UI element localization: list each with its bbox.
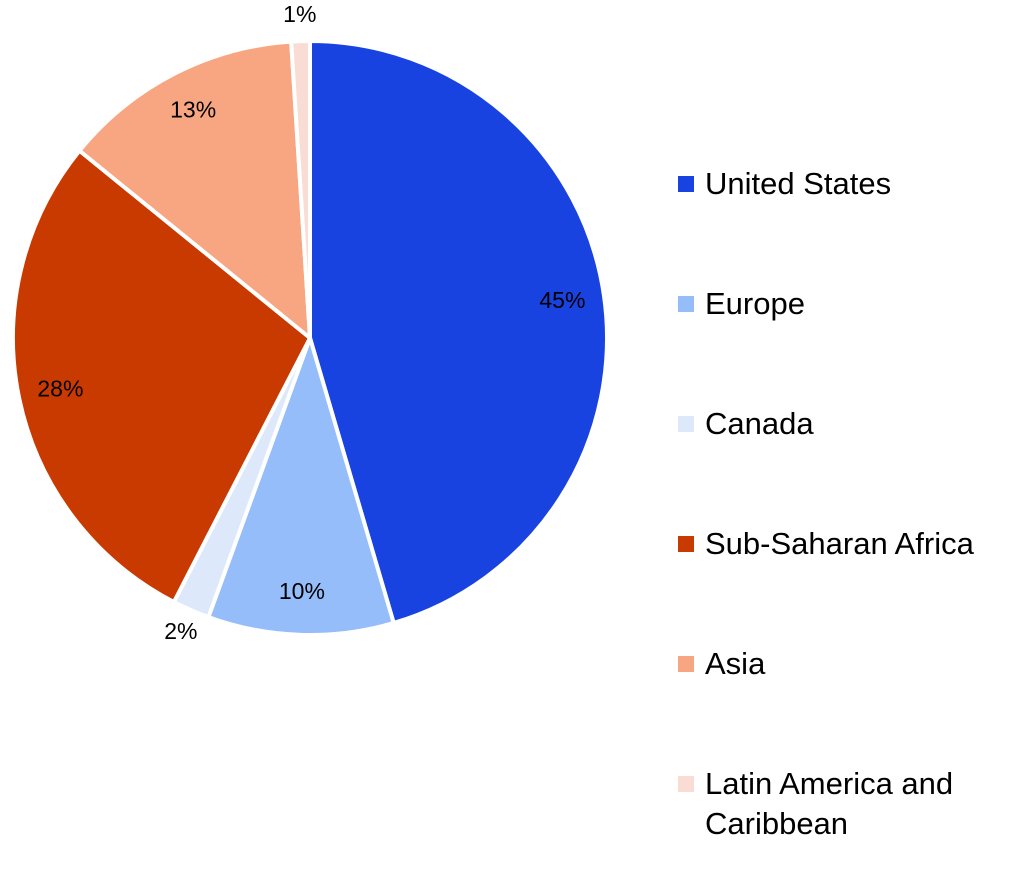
data-label: 1% <box>283 1 316 27</box>
legend-swatch <box>678 656 694 672</box>
legend-swatch <box>678 296 694 312</box>
legend-label: Europe <box>705 286 805 321</box>
legend-label: Canada <box>705 406 814 441</box>
data-label: 2% <box>164 618 197 644</box>
legend-item: Europe <box>678 284 1008 324</box>
legend-item: United States <box>678 164 1008 204</box>
legend-swatch <box>678 416 694 432</box>
legend-item: Asia <box>678 644 1008 684</box>
legend-label: Asia <box>705 646 766 681</box>
data-label: 28% <box>37 375 83 401</box>
pie-slice <box>11 148 312 604</box>
pie-slice <box>308 39 609 625</box>
legend-swatch <box>678 776 694 792</box>
pie-slice <box>289 39 312 340</box>
legend-label: Latin America and Caribbean <box>705 766 954 841</box>
data-label: 13% <box>170 96 216 122</box>
legend-item: Latin America and Caribbean <box>678 764 1008 844</box>
pie-slice <box>206 336 396 637</box>
legend-item: Sub-Saharan Africa <box>678 524 1008 564</box>
legend-label: Sub-Saharan Africa <box>705 526 974 561</box>
legend-swatch <box>678 536 694 552</box>
legend-label: United States <box>705 166 892 201</box>
pie-chart: 45% 10% 2% 28% 13% 1% <box>11 1 609 644</box>
legend-swatch <box>678 176 694 192</box>
data-label: 10% <box>279 578 325 604</box>
pie-slice <box>77 39 312 340</box>
legend-item: Canada <box>678 404 1008 444</box>
data-label: 45% <box>539 287 585 313</box>
